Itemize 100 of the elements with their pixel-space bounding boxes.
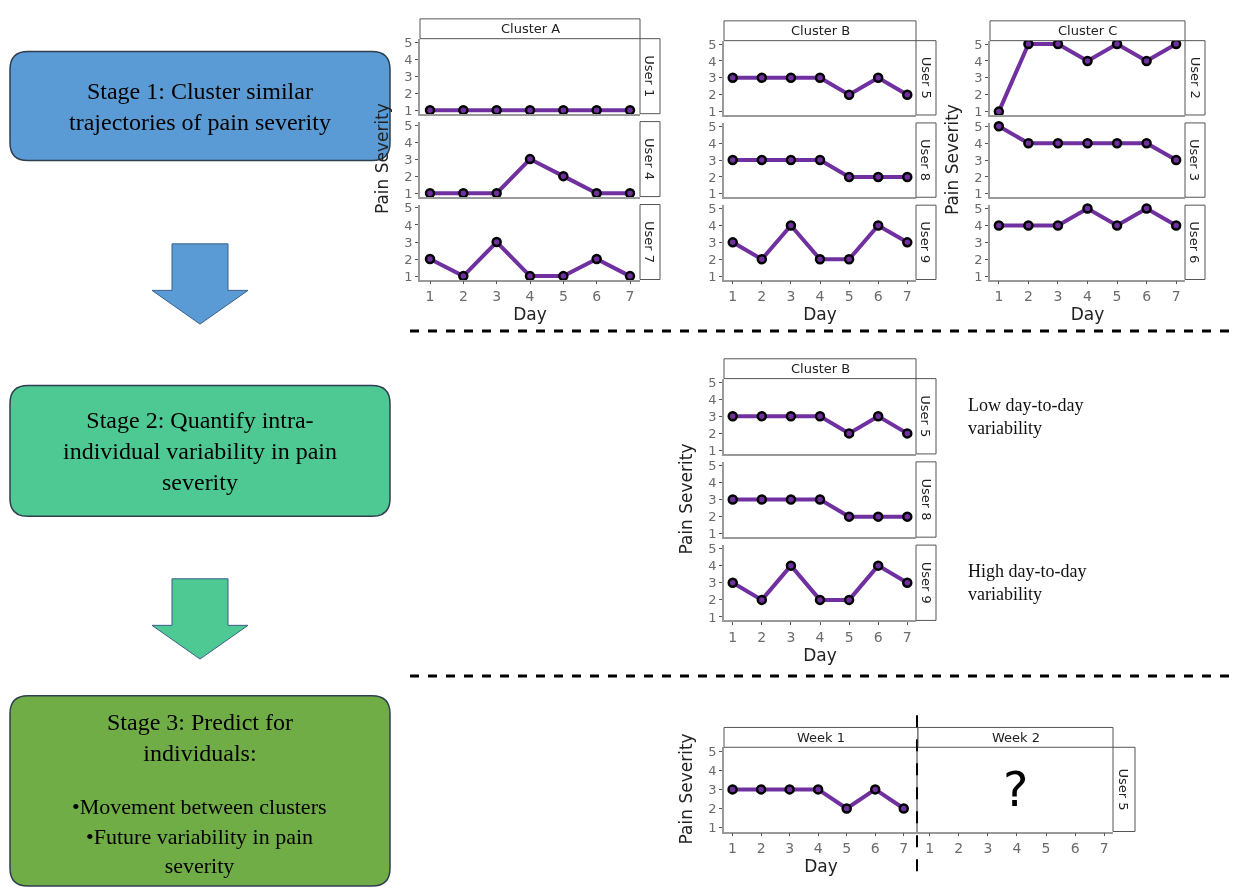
x-tick-label: 7 — [1099, 840, 1109, 857]
x-tick-label: 1 — [425, 288, 435, 305]
text: •Future variability in pain severity — [86, 824, 314, 878]
y-tick-label: 5 — [708, 374, 717, 390]
x-axis-title: Day — [1070, 304, 1105, 325]
y-tick-label: 4 — [708, 53, 717, 69]
point — [1082, 55, 1093, 67]
y-tick-label: 2 — [708, 801, 717, 817]
text: User 5 — [918, 56, 934, 99]
point — [814, 253, 826, 265]
y-tick-label: 2 — [404, 251, 413, 267]
y-tick-label: 1 — [708, 443, 717, 459]
y-tick-label: 4 — [708, 762, 717, 778]
point — [993, 121, 1005, 132]
y-tick-label: 1 — [708, 820, 717, 836]
y-tick-label: 1 — [404, 102, 413, 118]
y-tick-label: 1 — [708, 186, 717, 202]
x-tick-label: 1 — [728, 628, 738, 645]
y-axis-title: Pain Severity — [676, 443, 697, 555]
y-tick-label: 2 — [974, 169, 983, 185]
point — [1023, 137, 1034, 149]
x-tick-label: 2 — [757, 628, 767, 645]
text: User 3 — [1187, 139, 1203, 182]
y-tick-label: 3 — [708, 408, 717, 424]
point — [756, 253, 768, 265]
y-tick-label: 5 — [708, 743, 717, 759]
y-tick-label: 3 — [404, 234, 413, 250]
text: User 8 — [918, 478, 934, 521]
x-tick-label: 5 — [1112, 288, 1122, 305]
x-tick-label: 1 — [925, 840, 935, 857]
y-tick-label: 4 — [404, 51, 413, 67]
y-tick-label: 4 — [708, 474, 717, 490]
y-tick-label: 2 — [708, 425, 717, 441]
point — [727, 237, 738, 248]
x-tick-label: 4 — [1012, 840, 1022, 857]
point — [1141, 55, 1152, 67]
point — [785, 220, 797, 231]
text: User 8 — [918, 139, 934, 182]
x-tick-label: 1 — [994, 288, 1004, 305]
y-tick-label: 5 — [708, 36, 717, 52]
point — [727, 577, 738, 589]
text: User 4 — [642, 138, 658, 181]
y-tick-label: 3 — [708, 152, 717, 168]
x-tick-label: 6 — [1142, 288, 1152, 305]
y-tick-label: 1 — [708, 526, 717, 542]
x-tick-label: 6 — [873, 628, 883, 645]
y-tick-label: 3 — [404, 68, 413, 84]
point — [1052, 137, 1064, 149]
text: User 6 — [1187, 221, 1203, 264]
text: •Movement between clusters — [72, 794, 327, 819]
y-tick-label: 2 — [708, 169, 717, 185]
y-tick-label: 1 — [708, 609, 717, 625]
y-tick-label: 3 — [974, 234, 983, 250]
point — [424, 253, 436, 265]
x-tick-label: 6 — [1070, 840, 1080, 857]
y-tick-label: 3 — [708, 234, 717, 250]
y-tick-label: 2 — [708, 87, 717, 103]
x-tick-label: 4 — [525, 288, 535, 305]
chart-title: Week 2 — [992, 730, 1041, 745]
y-tick-label: 4 — [974, 53, 983, 69]
y-tick-label: 4 — [708, 391, 717, 407]
y-tick-label: 4 — [404, 134, 413, 150]
y-tick-label: 3 — [708, 492, 717, 508]
y-tick-label: 5 — [404, 34, 413, 50]
x-tick-label: 3 — [786, 628, 796, 645]
y-tick-label: 4 — [974, 135, 983, 151]
point — [902, 237, 913, 248]
x-tick-label: 4 — [815, 288, 825, 305]
chart-title: Cluster B — [791, 23, 851, 38]
y-tick-label: 2 — [974, 87, 983, 103]
x-tick-label: 1 — [728, 288, 738, 305]
x-tick-label: 3 — [786, 288, 796, 305]
y-tick-label: 5 — [404, 117, 413, 133]
x-axis-title: Day — [803, 304, 837, 325]
y-tick-label: 2 — [404, 85, 413, 101]
point — [1111, 137, 1123, 149]
x-tick-label: 6 — [592, 288, 602, 305]
x-tick-label: 5 — [558, 288, 568, 305]
x-tick-label: 3 — [1053, 288, 1063, 305]
y-tick-label: 1 — [404, 185, 413, 201]
y-tick-label: 5 — [708, 457, 717, 473]
y-tick-label: 5 — [708, 541, 717, 557]
y-tick-label: 1 — [974, 186, 983, 202]
point — [1170, 154, 1182, 166]
y-tick-label: 2 — [974, 251, 983, 267]
text: Stage 2: Quantify intra-individual variability in pain severity — [63, 407, 337, 496]
point — [814, 594, 826, 606]
x-tick-label: 3 — [492, 288, 502, 305]
x-tick-label: 7 — [902, 288, 912, 305]
x-tick-label: 2 — [1023, 288, 1033, 305]
point — [1141, 137, 1152, 149]
annotation: ? — [1003, 761, 1029, 817]
y-tick-label: 2 — [708, 509, 717, 525]
y-tick-label: 3 — [974, 70, 983, 86]
y-tick-label: 5 — [974, 118, 983, 134]
chart-title: Cluster B — [791, 361, 851, 376]
x-tick-label: 5 — [844, 628, 854, 645]
y-tick-label: 2 — [708, 251, 717, 267]
y-tick-label: 1 — [708, 268, 717, 284]
y-tick-label: 5 — [708, 118, 717, 134]
